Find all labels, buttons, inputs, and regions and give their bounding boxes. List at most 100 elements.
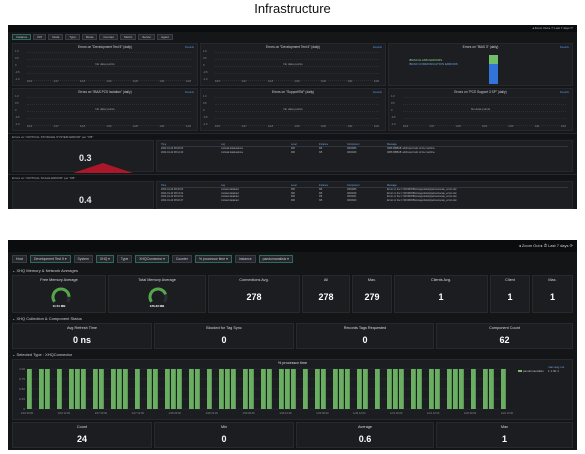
time-range-picker[interactable]: ◂ Zoom Out ▸ ⏱ Last 7 days ⟳ bbox=[532, 26, 573, 30]
bar bbox=[375, 369, 380, 409]
max-clients-panel[interactable]: Max. 1 bbox=[532, 275, 573, 313]
error-panel[interactable]: Errors on "IBAS PCS Isolation" (daily) D… bbox=[12, 88, 198, 131]
stat-title: Records Tags Requested bbox=[343, 326, 387, 330]
column-header[interactable]: Instance bbox=[319, 143, 329, 146]
bar bbox=[459, 369, 464, 409]
max-connections-panel[interactable]: Max. 279 bbox=[352, 275, 392, 313]
section-header[interactable]: Errors on "CRITICAL STORAGE SYSTEM ERROR… bbox=[8, 133, 577, 139]
filter-select[interactable]: XHQConnector ▾ bbox=[135, 255, 169, 263]
legend-col: cur bbox=[560, 365, 565, 369]
filter-select[interactable]: Development Test 5 ▾ bbox=[29, 255, 71, 263]
y-tick-label: 0 bbox=[203, 64, 205, 67]
column-header[interactable]: Level bbox=[291, 184, 297, 187]
error-panel[interactable]: Errors on "Development Test 6" (daily) D… bbox=[200, 43, 386, 86]
x-axis: 1/16 1/17 1/18 1/19 1/20 1/21 1/22 bbox=[403, 125, 566, 129]
panel-details-link[interactable]: Details bbox=[184, 90, 194, 94]
processor-time-panel[interactable]: % processor time 1.00 0.75 0.50 0.25 0 1/16 0… bbox=[12, 359, 573, 420]
panel-details-link[interactable]: Details bbox=[372, 90, 382, 94]
count-panel[interactable]: Count 24 bbox=[12, 422, 152, 448]
all-panel[interactable]: All 278 bbox=[302, 275, 350, 313]
total-memory-panel[interactable]: Total Memory Average 126.33 MB bbox=[108, 275, 206, 313]
column-header[interactable]: Log bbox=[221, 184, 225, 187]
gridline bbox=[215, 73, 379, 74]
blocked-panel[interactable]: Blocked for Tag Sync 0 bbox=[154, 323, 294, 349]
filter-chip[interactable]: Server bbox=[138, 34, 156, 40]
table-cell: crsload.dataload bbox=[221, 195, 239, 199]
column-header[interactable]: Message bbox=[387, 184, 397, 187]
panel-details-link[interactable]: Details bbox=[559, 45, 569, 49]
bar bbox=[75, 369, 80, 409]
x-tick-label: 1/22 bbox=[185, 125, 191, 128]
filter-chip[interactable]: KPI bbox=[33, 34, 47, 40]
filter-chip[interactable]: Metric bbox=[120, 34, 137, 40]
bar bbox=[453, 369, 458, 409]
error-panel[interactable]: Errors on "IBAS 3" (daily) Details IBAS3… bbox=[388, 43, 573, 86]
bar bbox=[417, 369, 422, 409]
gridline bbox=[215, 118, 379, 119]
y-tick-label: 0.5 bbox=[15, 102, 19, 105]
filter-chip[interactable]: Counter bbox=[99, 34, 119, 40]
clients-avg-panel[interactable]: Clients Avg. 1 bbox=[394, 275, 488, 313]
error-panel[interactable]: Errors on "PCS Support 3 SP" (daily) Det… bbox=[388, 88, 573, 131]
bar bbox=[123, 369, 128, 409]
column-header[interactable]: Component bbox=[347, 184, 360, 187]
filter-chip[interactable]: Agent bbox=[157, 34, 173, 40]
table-cell: 900 bbox=[291, 150, 295, 154]
time-range-picker[interactable]: ◂ Zoom Out ▸ ⏱ Last 7 days ⟳ bbox=[518, 243, 573, 248]
table-row[interactable]: 2024-01-22 08:13:22 crsload.dataload 900 KB… bbox=[161, 192, 568, 196]
column-header[interactable]: Time bbox=[161, 143, 167, 146]
y-tick-label: -1.0 bbox=[391, 123, 396, 126]
free-memory-panel[interactable]: Free Memory Average 11.51 MB bbox=[12, 275, 106, 313]
column-header[interactable]: Component bbox=[347, 143, 360, 146]
column-header[interactable]: Time bbox=[161, 184, 167, 187]
table-cell: crsload.dataload bbox=[221, 191, 239, 195]
filter-chip[interactable]: Mode bbox=[81, 34, 98, 40]
error-panel[interactable]: Errors on "Development Test 5" (daily) D… bbox=[12, 43, 198, 86]
section-header[interactable]: Errors on "CRITICAL SCALE ERROR" per "KB… bbox=[8, 174, 577, 180]
filter-select[interactable]: XHQ ▾ bbox=[95, 255, 114, 263]
row-title[interactable]: ⌄ XHQ Memory & Network Averages bbox=[12, 268, 78, 273]
panel-details-link[interactable]: Details bbox=[372, 45, 382, 49]
filter-select[interactable]: % processor time ▾ bbox=[194, 255, 232, 263]
filter-chip[interactable]: Type bbox=[65, 34, 80, 40]
table-cell: Errors in the C:\WORKDB\storage\data\pip… bbox=[387, 188, 457, 191]
max-panel[interactable]: Max 1 bbox=[436, 422, 573, 448]
table-row[interactable]: 2024-01-22 08:20:03 crsload.dataload 900 KB… bbox=[161, 188, 568, 192]
variable-filters: Instance KPI Node Type Mode Counter Metr… bbox=[12, 34, 173, 40]
table-row[interactable]: 2024-01-22 08:20:03 crsiload.dataloadone 9… bbox=[161, 147, 568, 151]
component-count-panel[interactable]: Component Count 62 bbox=[436, 323, 573, 349]
legend-val: 1 bbox=[557, 369, 559, 373]
error-panel[interactable]: Errors on "SupportSW" (daily) Details No… bbox=[200, 88, 386, 131]
connections-panel[interactable]: Connections Avg. 278 bbox=[208, 275, 300, 313]
panel-details-link[interactable]: Details bbox=[184, 45, 194, 49]
column-header[interactable]: Log bbox=[221, 143, 225, 146]
column-header[interactable]: Instance bbox=[319, 184, 329, 187]
x-tick-label: 1/20 00:00 bbox=[316, 411, 329, 415]
y-tick-label: -1.0 bbox=[15, 123, 20, 126]
filter-chip[interactable]: Instance bbox=[12, 34, 32, 40]
legend-item: IBAS3 ALARM ERRORS bbox=[409, 58, 443, 62]
filter-select[interactable]: pandomanalisis ▾ bbox=[258, 255, 293, 263]
table-row[interactable]: 2024-01-22 08:02:47 crsload.dataload 900 KB… bbox=[161, 199, 568, 203]
client-panel[interactable]: Client 1 bbox=[490, 275, 530, 313]
row-title[interactable]: ⌄ Selected Type : XHQConnector bbox=[12, 352, 73, 357]
min-panel[interactable]: Min 0 bbox=[154, 422, 294, 448]
bar bbox=[27, 369, 32, 409]
filter-chip[interactable]: Node bbox=[48, 34, 64, 40]
row-title[interactable]: ⌄ XHQ Collection & Component Status bbox=[12, 316, 82, 321]
bar bbox=[195, 369, 200, 409]
legend-series-name[interactable]: pandomanalisis bbox=[522, 369, 544, 373]
y-tick-label: -0.5 bbox=[203, 116, 208, 119]
avg-refresh-panel[interactable]: Avg Refresh Time 0 ns bbox=[12, 323, 152, 349]
bar bbox=[447, 369, 452, 409]
column-header[interactable]: Message bbox=[387, 143, 397, 146]
average-panel[interactable]: Average 0.6 bbox=[296, 422, 434, 448]
records-panel[interactable]: Records Tags Requested 0 bbox=[296, 323, 434, 349]
panel-details-link[interactable]: Details bbox=[559, 90, 569, 94]
x-tick-label: 1/22 bbox=[560, 125, 566, 128]
x-tick-label: 1/21 bbox=[347, 125, 353, 128]
table-row[interactable]: 2024-01-22 08:14:40 crsiload.dataloadone 9… bbox=[161, 151, 568, 155]
table-row[interactable]: 2024-01-22 08:10:01 crsload.dataload 900 KB… bbox=[161, 195, 568, 199]
stat-title: Free Memory Average bbox=[40, 278, 78, 282]
column-header[interactable]: Level bbox=[291, 143, 297, 146]
